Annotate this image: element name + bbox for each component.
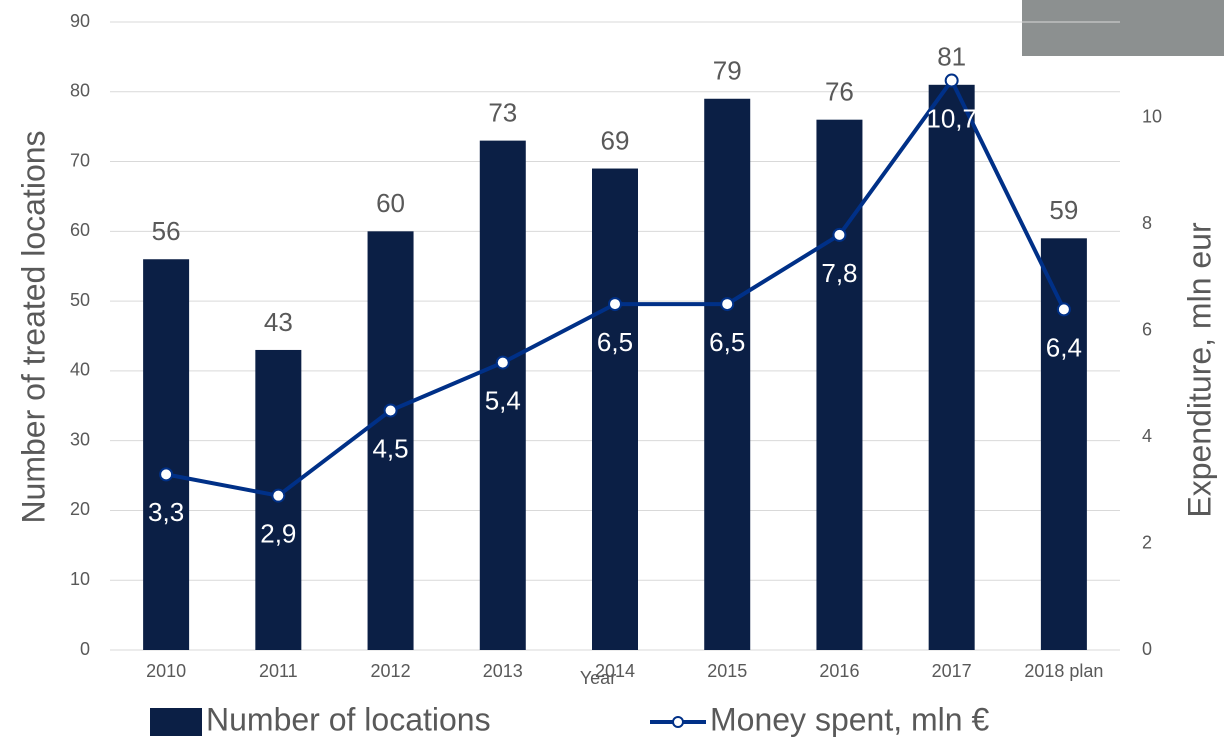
bar [1041, 238, 1087, 650]
legend-label: Money spent, mln € [710, 701, 989, 737]
bar [816, 120, 862, 650]
x-tick-label: 2015 [707, 661, 747, 681]
line-value-label: 6,4 [1046, 332, 1082, 362]
bar-value-label: 79 [713, 56, 742, 86]
x-tick-label: 2012 [371, 661, 411, 681]
line-marker [833, 229, 845, 241]
x-tick-label: 2017 [932, 661, 972, 681]
line-marker [497, 357, 509, 369]
x-tick-label: 2013 [483, 661, 523, 681]
bar-value-label: 69 [601, 125, 630, 155]
y-tick-label: 80 [70, 81, 90, 101]
line-value-label: 3,3 [148, 497, 184, 527]
bar [929, 85, 975, 650]
legend-marker [673, 717, 683, 727]
y-tick-label: 30 [70, 429, 90, 449]
y2-tick-label: 8 [1142, 213, 1152, 233]
bar [592, 169, 638, 650]
y-tick-label: 0 [80, 639, 90, 659]
bar [704, 99, 750, 650]
line-marker [721, 298, 733, 310]
y2-tick-label: 6 [1142, 319, 1152, 339]
bar-value-label: 60 [376, 188, 405, 218]
y-tick-label: 60 [70, 220, 90, 240]
chart: Year Number of treated locations Expendi… [0, 0, 1224, 746]
line-value-label: 10,7 [926, 103, 977, 133]
bar-value-label: 43 [264, 307, 293, 337]
y-axis-title: Number of treated locations [15, 130, 51, 523]
legend-label: Number of locations [206, 701, 491, 737]
y2-tick-label: 4 [1142, 426, 1152, 446]
line-marker [272, 490, 284, 502]
line-marker [946, 75, 958, 87]
line-marker [609, 298, 621, 310]
bar-value-label: 59 [1049, 195, 1078, 225]
y-tick-label: 40 [70, 360, 90, 380]
y2-tick-label: 10 [1142, 107, 1162, 127]
x-tick-label: 2018 plan [1024, 661, 1103, 681]
y2-tick-label: 0 [1142, 639, 1152, 659]
y2-tick-label: 2 [1142, 532, 1152, 552]
x-tick-label: 2016 [819, 661, 859, 681]
y-tick-label: 90 [70, 11, 90, 31]
line-value-label: 6,5 [597, 327, 633, 357]
y2-axis-title: Expenditure, mln eur [1181, 222, 1217, 518]
line-marker [1058, 303, 1070, 315]
bar-value-label: 73 [488, 97, 517, 127]
line-marker [160, 468, 172, 480]
x-tick-label: 2014 [595, 661, 635, 681]
bar [143, 259, 189, 650]
y-tick-label: 20 [70, 499, 90, 519]
x-tick-label: 2010 [146, 661, 186, 681]
line-value-label: 6,5 [709, 327, 745, 357]
line-marker [385, 405, 397, 417]
line-value-label: 7,8 [821, 258, 857, 288]
line-value-label: 2,9 [260, 519, 296, 549]
y-tick-label: 10 [70, 569, 90, 589]
bar-value-label: 81 [937, 42, 966, 72]
line-value-label: 4,5 [372, 433, 408, 463]
legend-swatch [150, 708, 202, 736]
bar-value-label: 56 [152, 216, 181, 246]
bar-value-label: 76 [825, 77, 854, 107]
line-value-label: 5,4 [485, 385, 521, 415]
x-tick-label: 2011 [259, 661, 298, 681]
y-tick-label: 50 [70, 290, 90, 310]
y-tick-label: 70 [70, 150, 90, 170]
photo-corner [1022, 0, 1224, 56]
